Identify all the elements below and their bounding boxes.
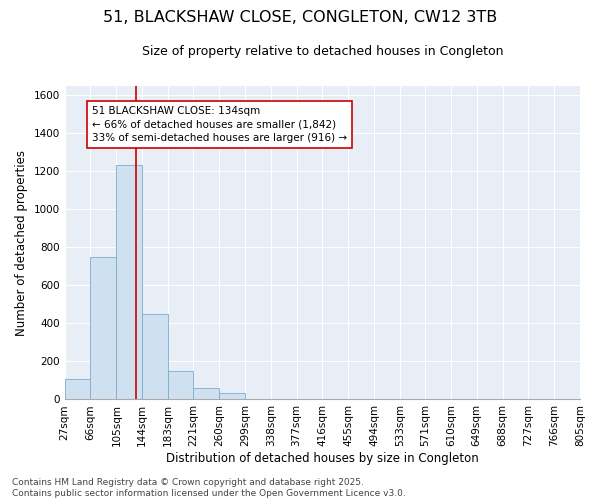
Bar bbox=[116, 166, 142, 400]
Bar bbox=[91, 257, 116, 400]
Text: Contains HM Land Registry data © Crown copyright and database right 2025.
Contai: Contains HM Land Registry data © Crown c… bbox=[12, 478, 406, 498]
Bar bbox=[219, 393, 245, 400]
Bar bbox=[168, 371, 193, 400]
Bar bbox=[142, 314, 168, 400]
Title: Size of property relative to detached houses in Congleton: Size of property relative to detached ho… bbox=[142, 45, 503, 58]
Y-axis label: Number of detached properties: Number of detached properties bbox=[15, 150, 28, 336]
X-axis label: Distribution of detached houses by size in Congleton: Distribution of detached houses by size … bbox=[166, 452, 479, 465]
Text: 51 BLACKSHAW CLOSE: 134sqm
← 66% of detached houses are smaller (1,842)
33% of s: 51 BLACKSHAW CLOSE: 134sqm ← 66% of deta… bbox=[92, 106, 347, 143]
Text: 51, BLACKSHAW CLOSE, CONGLETON, CW12 3TB: 51, BLACKSHAW CLOSE, CONGLETON, CW12 3TB bbox=[103, 10, 497, 25]
Bar bbox=[65, 378, 91, 400]
Bar bbox=[193, 388, 219, 400]
